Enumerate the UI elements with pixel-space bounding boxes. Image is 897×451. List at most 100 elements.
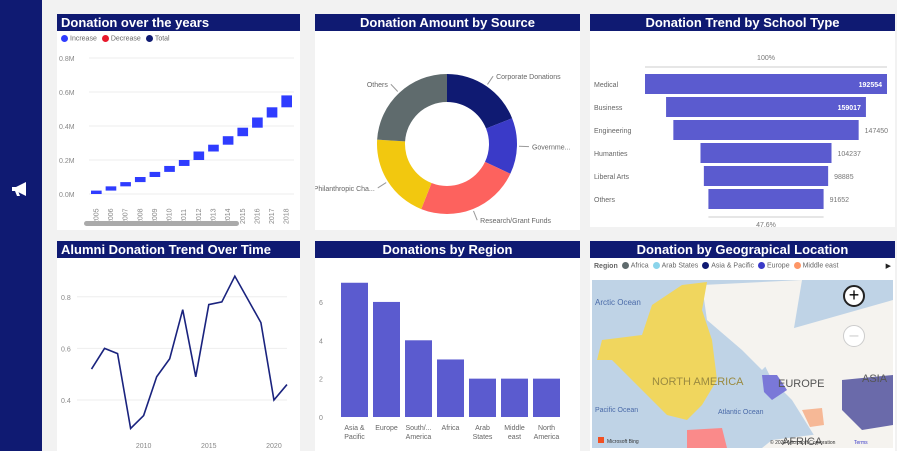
x-tick-label: States [473, 434, 493, 441]
sidebar [0, 0, 42, 451]
slice-label: Corporate Donations [496, 74, 561, 81]
y-tick-label: 2 [319, 377, 323, 384]
region-bar [437, 359, 464, 417]
x-tick-label: 2013 [210, 208, 217, 224]
svg-text:Atlantic Ocean: Atlantic Ocean [718, 409, 764, 416]
funnel-category-label: Medical [594, 82, 619, 89]
x-tick-label: 2007 [123, 208, 130, 224]
x-tick-label: 2006 [108, 208, 115, 224]
x-tick-label: 2005 [93, 208, 100, 224]
region-bar [373, 301, 400, 417]
donut-slice [447, 74, 513, 129]
x-tick-label: 2010 [167, 208, 174, 224]
funnel-value-label: 91652 [830, 197, 850, 204]
x-tick-label: Asia & [344, 425, 365, 432]
waterfall-bar [193, 151, 205, 160]
funnel-value-label: 159017 [838, 105, 861, 112]
svg-text:Terms: Terms [854, 440, 868, 446]
x-tick-label: 2008 [137, 208, 144, 224]
x-tick-label: 2010 [136, 443, 152, 450]
funnel-value-label: 192554 [859, 82, 882, 89]
x-tick-label: 2017 [269, 208, 276, 224]
funnel-value-label: 104237 [838, 151, 861, 158]
y-tick-label: 0.6M [59, 90, 75, 97]
x-tick-label: 2016 [254, 208, 261, 224]
horizontal-scrollbar[interactable] [84, 221, 239, 226]
slice-label: Others [367, 82, 389, 89]
x-tick-label: America [406, 434, 432, 441]
waterfall-bar [237, 127, 249, 137]
megaphone-icon[interactable] [10, 180, 32, 203]
funnel-value-label: 98885 [834, 174, 854, 181]
legend-total[interactable]: Total [145, 35, 170, 42]
region-bar [341, 282, 368, 417]
y-tick-label: 0.2M [59, 158, 75, 165]
y-tick-label: 0.0M [59, 192, 75, 199]
legend-middle-east[interactable]: Middle east [793, 262, 838, 270]
funnel-bar [703, 166, 829, 186]
waterfall-bar [266, 107, 278, 118]
y-tick-label: 6 [319, 300, 323, 307]
legend-next-arrow[interactable]: ▶ [885, 263, 891, 270]
legend-increase[interactable]: Increase [61, 35, 97, 42]
waterfall-bar [252, 117, 263, 128]
y-tick-label: 4 [319, 338, 323, 345]
zoom-out-button[interactable]: – [843, 325, 865, 347]
y-tick-label: 0.4 [61, 398, 71, 405]
x-tick-label: 2009 [152, 208, 159, 224]
leader-line [377, 182, 387, 189]
funnel-category-label: Others [594, 197, 616, 204]
y-tick-label: 0.8M [59, 56, 75, 63]
x-tick-label: 2012 [196, 208, 203, 224]
x-tick-label: Middle [504, 425, 525, 432]
map-legend: Region Africa Arab States Asia & Pacific… [594, 262, 891, 270]
waterfall-bar [222, 136, 234, 145]
x-tick-label: 2015 [240, 208, 247, 224]
donut-slice [421, 161, 511, 214]
funnel-bar [708, 189, 824, 209]
funnel-panel: Donation Trend by School Type 100% Medica… [590, 14, 895, 227]
funnel-chart: 100% Medical 192554 Business 159017 Engineeri… [594, 55, 888, 227]
funnel-bar [666, 97, 866, 117]
waterfall-bar [178, 160, 190, 166]
x-tick-label: 2018 [284, 208, 291, 224]
x-tick-label: Africa [442, 425, 460, 432]
panel-title: Donation over the years [57, 14, 300, 31]
x-tick-label: South/... [405, 425, 431, 432]
x-tick-label: east [508, 434, 521, 441]
waterfall-chart: 0.0M 0.2M 0.4M 0.6M 0.8M 2005 2006 2007 2008 2009… [59, 56, 294, 224]
x-tick-label: 2011 [181, 209, 188, 224]
svg-text:Pacific Ocean: Pacific Ocean [595, 407, 638, 414]
map[interactable]: Arctic Ocean NORTH AMERICA EUROPE ASIA A… [592, 280, 893, 448]
funnel-category-label: Liberal Arts [594, 174, 630, 181]
x-tick-label: Europe [375, 425, 398, 432]
y-tick-label: 0.4M [59, 124, 75, 131]
legend-asia-pacific[interactable]: Asia & Pacific [702, 262, 754, 270]
waterfall-bar [105, 186, 117, 191]
map-panel: Donation by Geograpical Location Region … [590, 241, 895, 451]
funnel-bar [700, 143, 832, 163]
svg-text:NORTH AMERICA: NORTH AMERICA [652, 376, 744, 388]
line-panel: Alumni Donation Trend Over Time 0.4 0.6 0.… [57, 241, 300, 451]
region-panel: Donations by Region 0 2 4 6 Asia & Pacific Eur… [315, 241, 580, 451]
funnel-value-label: 147450 [865, 128, 888, 135]
waterfall-panel: Donation over the years Increase Decreas… [57, 14, 300, 230]
north-america-region [597, 282, 717, 420]
x-tick-label: 2014 [225, 208, 232, 224]
europe-region [762, 375, 787, 400]
panel-title: Donation Trend by School Type [590, 14, 895, 31]
legend-decrease[interactable]: Decrease [101, 35, 141, 42]
region-bar-chart: 0 2 4 6 Asia & Pacific Europe South/... America A… [319, 282, 560, 441]
south-america-region [687, 428, 727, 448]
donut-slice [377, 139, 432, 210]
donut-chart: Corporate Donations Governme... Research/G… [315, 74, 571, 225]
legend-europe[interactable]: Europe [758, 262, 790, 270]
legend-arab-states[interactable]: Arab States [652, 262, 698, 270]
slice-label: Governme... [532, 145, 571, 152]
legend-africa[interactable]: Africa [621, 262, 649, 270]
zoom-in-button[interactable]: + [843, 285, 865, 307]
x-tick-label: 2015 [201, 443, 217, 450]
waterfall-bar [120, 182, 131, 187]
funnel-bottom-label: 47.6% [756, 222, 776, 227]
svg-text:Arctic Ocean: Arctic Ocean [595, 298, 641, 307]
